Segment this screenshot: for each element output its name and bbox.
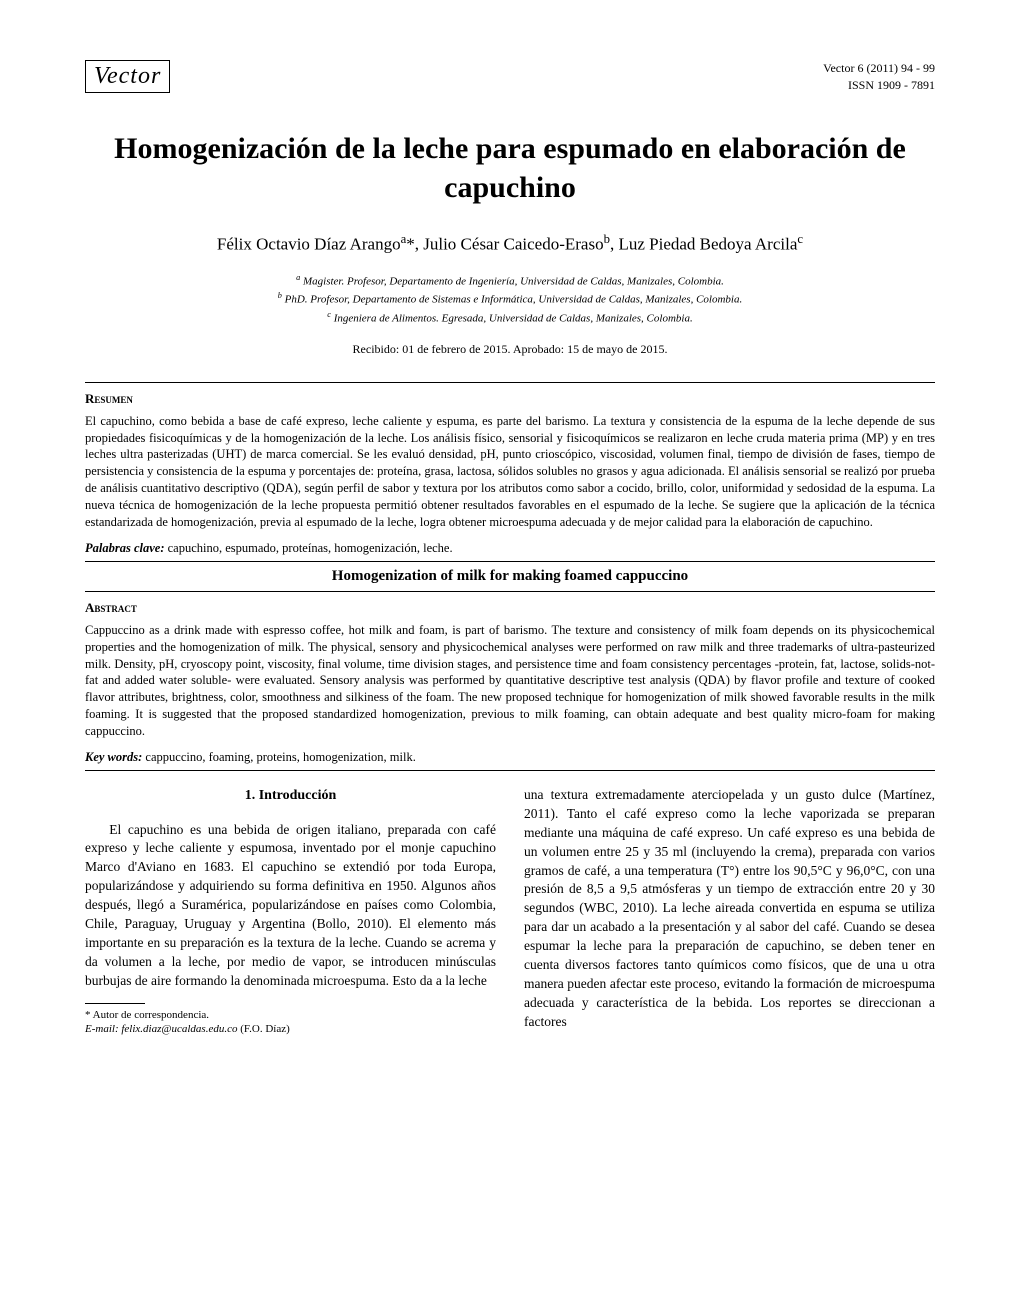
affiliation-a: a Magister. Profesor, Departamento de In… xyxy=(85,272,935,290)
english-title: Homogenization of milk for making foamed… xyxy=(85,568,935,585)
footnote-correspondence: * Autor de correspondencia. xyxy=(85,1008,496,1022)
intro-heading: 1. Introducción xyxy=(85,786,496,806)
footnote-email-label: E-mail: xyxy=(85,1023,121,1035)
divider xyxy=(85,382,935,383)
affiliation-b: b PhD. Profesor, Departamento de Sistema… xyxy=(85,290,935,308)
article-title: Homogenización de la leche para espumado… xyxy=(85,129,935,207)
authors: Félix Octavio Díaz Arangoa*, Julio César… xyxy=(85,232,935,255)
footnote-separator xyxy=(85,1003,145,1004)
body-columns: 1. Introducción El capuchino es una bebi… xyxy=(85,786,935,1036)
resumen-label: Resumen xyxy=(85,391,935,407)
palabras-clave: Palabras clave: capuchino, espumado, pro… xyxy=(85,541,935,556)
affiliations: a Magister. Profesor, Departamento de In… xyxy=(85,272,935,326)
abstract-label: Abstract xyxy=(85,600,935,616)
keywords-text: cappuccino, foaming, proteins, homogeniz… xyxy=(142,750,416,764)
resumen-text: El capuchino, como bebida a base de café… xyxy=(85,413,935,531)
divider xyxy=(85,561,935,562)
received-approved-dates: Recibido: 01 de febrero de 2015. Aprobad… xyxy=(85,342,935,357)
intro-paragraph-2: una textura extremadamente aterciopelada… xyxy=(524,786,935,1032)
keywords: Key words: cappuccino, foaming, proteins… xyxy=(85,750,935,765)
palabras-text: capuchino, espumado, proteínas, homogeni… xyxy=(165,541,453,555)
journal-logo: Vector xyxy=(85,60,170,93)
palabras-label: Palabras clave: xyxy=(85,541,165,555)
journal-info: Vector 6 (2011) 94 - 99 ISSN 1909 - 7891 xyxy=(823,60,935,94)
intro-paragraph-1: El capuchino es una bebida de origen ita… xyxy=(85,821,496,991)
divider xyxy=(85,591,935,592)
footnote-email-suffix: (F.O. Díaz) xyxy=(237,1023,289,1035)
journal-reference: Vector 6 (2011) 94 - 99 xyxy=(823,60,935,77)
footnote-email-address: felix.diaz@ucaldas.edu.co xyxy=(121,1023,237,1035)
affiliation-c: c Ingeniera de Alimentos. Egresada, Univ… xyxy=(85,309,935,327)
abstract-text: Cappuccino as a drink made with espresso… xyxy=(85,622,935,740)
footnote-email: E-mail: felix.diaz@ucaldas.edu.co (F.O. … xyxy=(85,1022,496,1036)
divider xyxy=(85,770,935,771)
keywords-label: Key words: xyxy=(85,750,142,764)
header-row: Vector Vector 6 (2011) 94 - 99 ISSN 1909… xyxy=(85,60,935,94)
issn: ISSN 1909 - 7891 xyxy=(823,77,935,94)
